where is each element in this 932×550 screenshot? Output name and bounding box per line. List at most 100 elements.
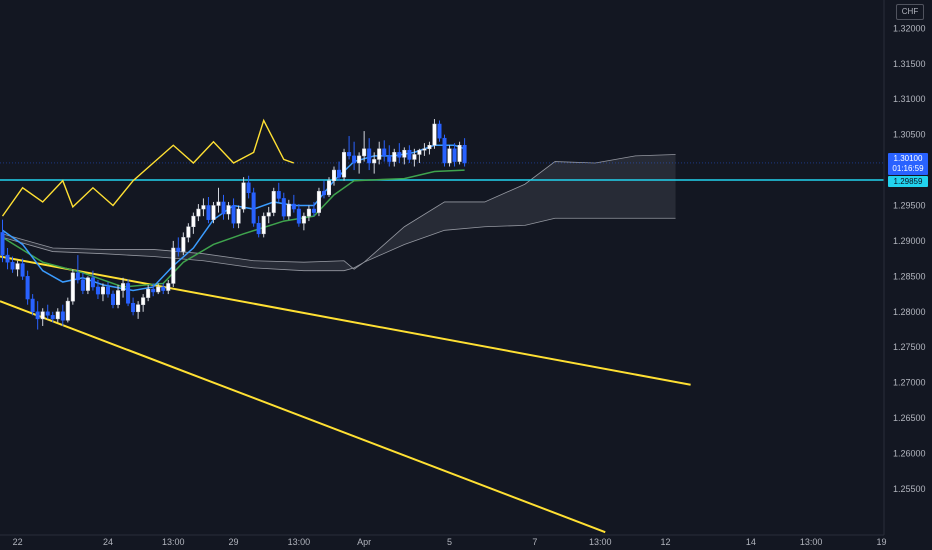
candle-body [191, 215, 196, 228]
candle-body [432, 123, 437, 146]
candle-body [281, 198, 286, 217]
candle-body [311, 208, 316, 213]
candle-body [321, 191, 326, 196]
candle-body [447, 148, 452, 164]
current-price-label: 1.30100 [893, 154, 923, 163]
candle-body [20, 263, 25, 277]
candle-body [387, 155, 392, 162]
candle-body [181, 237, 186, 252]
y-tick-label: 1.27500 [893, 342, 926, 352]
candle-body [176, 247, 181, 252]
candle-body [60, 311, 65, 321]
candle-body [347, 152, 352, 157]
candle-body [166, 283, 171, 291]
x-tick-label: 19 [876, 537, 886, 547]
time-axis-bg [0, 535, 932, 550]
candle-body [326, 180, 331, 196]
candle-body [246, 182, 251, 193]
candle-body [301, 215, 306, 224]
candle-body [161, 286, 166, 291]
candle-body [316, 191, 321, 213]
candle-body [136, 304, 141, 313]
candle-body [266, 212, 271, 217]
y-tick-label: 1.29500 [893, 200, 926, 210]
candle-body [337, 169, 342, 178]
trendline-2 [0, 300, 606, 534]
countdown-label: 01:16:59 [892, 164, 924, 173]
x-tick-label: 13:00 [800, 537, 823, 547]
candle-body [196, 208, 201, 217]
candle-body [35, 311, 40, 320]
kijun-line [2, 169, 465, 288]
candle-body [442, 137, 447, 164]
senkou-span-a [2, 154, 676, 270]
x-tick-label: Apr [357, 537, 371, 547]
y-tick-label: 1.25500 [893, 484, 926, 494]
senkou-span-b [2, 217, 676, 272]
candle-body [372, 159, 377, 164]
candle-body [105, 286, 110, 295]
currency-label[interactable]: CHF [896, 4, 924, 20]
candle-body [126, 283, 131, 304]
candle-body [156, 286, 161, 293]
y-tick-label: 1.28500 [893, 271, 926, 281]
candle-body [462, 145, 467, 164]
candle-body [306, 208, 311, 217]
x-tick-label: 5 [447, 537, 452, 547]
candle-body [121, 283, 126, 291]
candle-body [186, 226, 191, 238]
y-tick-label: 1.31500 [893, 59, 926, 69]
candle-body [231, 205, 236, 224]
candle-body [221, 201, 226, 215]
candle-body [206, 205, 211, 220]
trendlines[interactable] [0, 255, 691, 534]
y-tick-label: 1.26500 [893, 413, 926, 423]
candle-body [427, 145, 432, 150]
candle-body [362, 148, 367, 157]
candle-body [40, 311, 45, 320]
candle-body [271, 191, 276, 213]
candle-body [65, 300, 70, 321]
candle-body [457, 145, 462, 162]
candle-body [211, 205, 216, 220]
candle-body [296, 208, 301, 224]
y-tick-label: 1.32000 [893, 23, 926, 33]
candle-body [30, 298, 35, 313]
trendline-1 [0, 255, 691, 386]
candle-body [291, 203, 296, 210]
candle-body [382, 148, 387, 157]
candle-body [422, 148, 427, 151]
candles [0, 119, 467, 330]
candle-body [25, 276, 30, 300]
cloud-fill [2, 154, 676, 271]
x-tick-label: 14 [746, 537, 756, 547]
candle-body [342, 152, 347, 178]
horizontal-level[interactable] [0, 162, 884, 181]
candle-body [201, 205, 206, 210]
candle-body [50, 315, 55, 320]
candle-body [15, 263, 20, 270]
candle-body [236, 208, 241, 224]
candle-body [10, 261, 15, 270]
y-tick-label: 1.28000 [893, 307, 926, 317]
x-tick-label: 13:00 [589, 537, 612, 547]
price-axis-bg [884, 0, 932, 550]
candle-body [367, 148, 372, 164]
candle-body [452, 148, 457, 162]
candle-body [261, 215, 266, 235]
candle-body [402, 149, 407, 158]
level-price-badge: 1.29859 [888, 176, 928, 187]
y-tick-label: 1.27000 [893, 378, 926, 388]
candle-body [241, 182, 246, 210]
candle-body [357, 155, 362, 164]
candle-body [70, 272, 75, 302]
candle-body [116, 290, 121, 305]
candle-body [151, 288, 156, 293]
y-tick-label: 1.29000 [893, 236, 926, 246]
y-tick-label: 1.26000 [893, 449, 926, 459]
candle-body [90, 277, 95, 288]
candle-body [226, 205, 231, 215]
